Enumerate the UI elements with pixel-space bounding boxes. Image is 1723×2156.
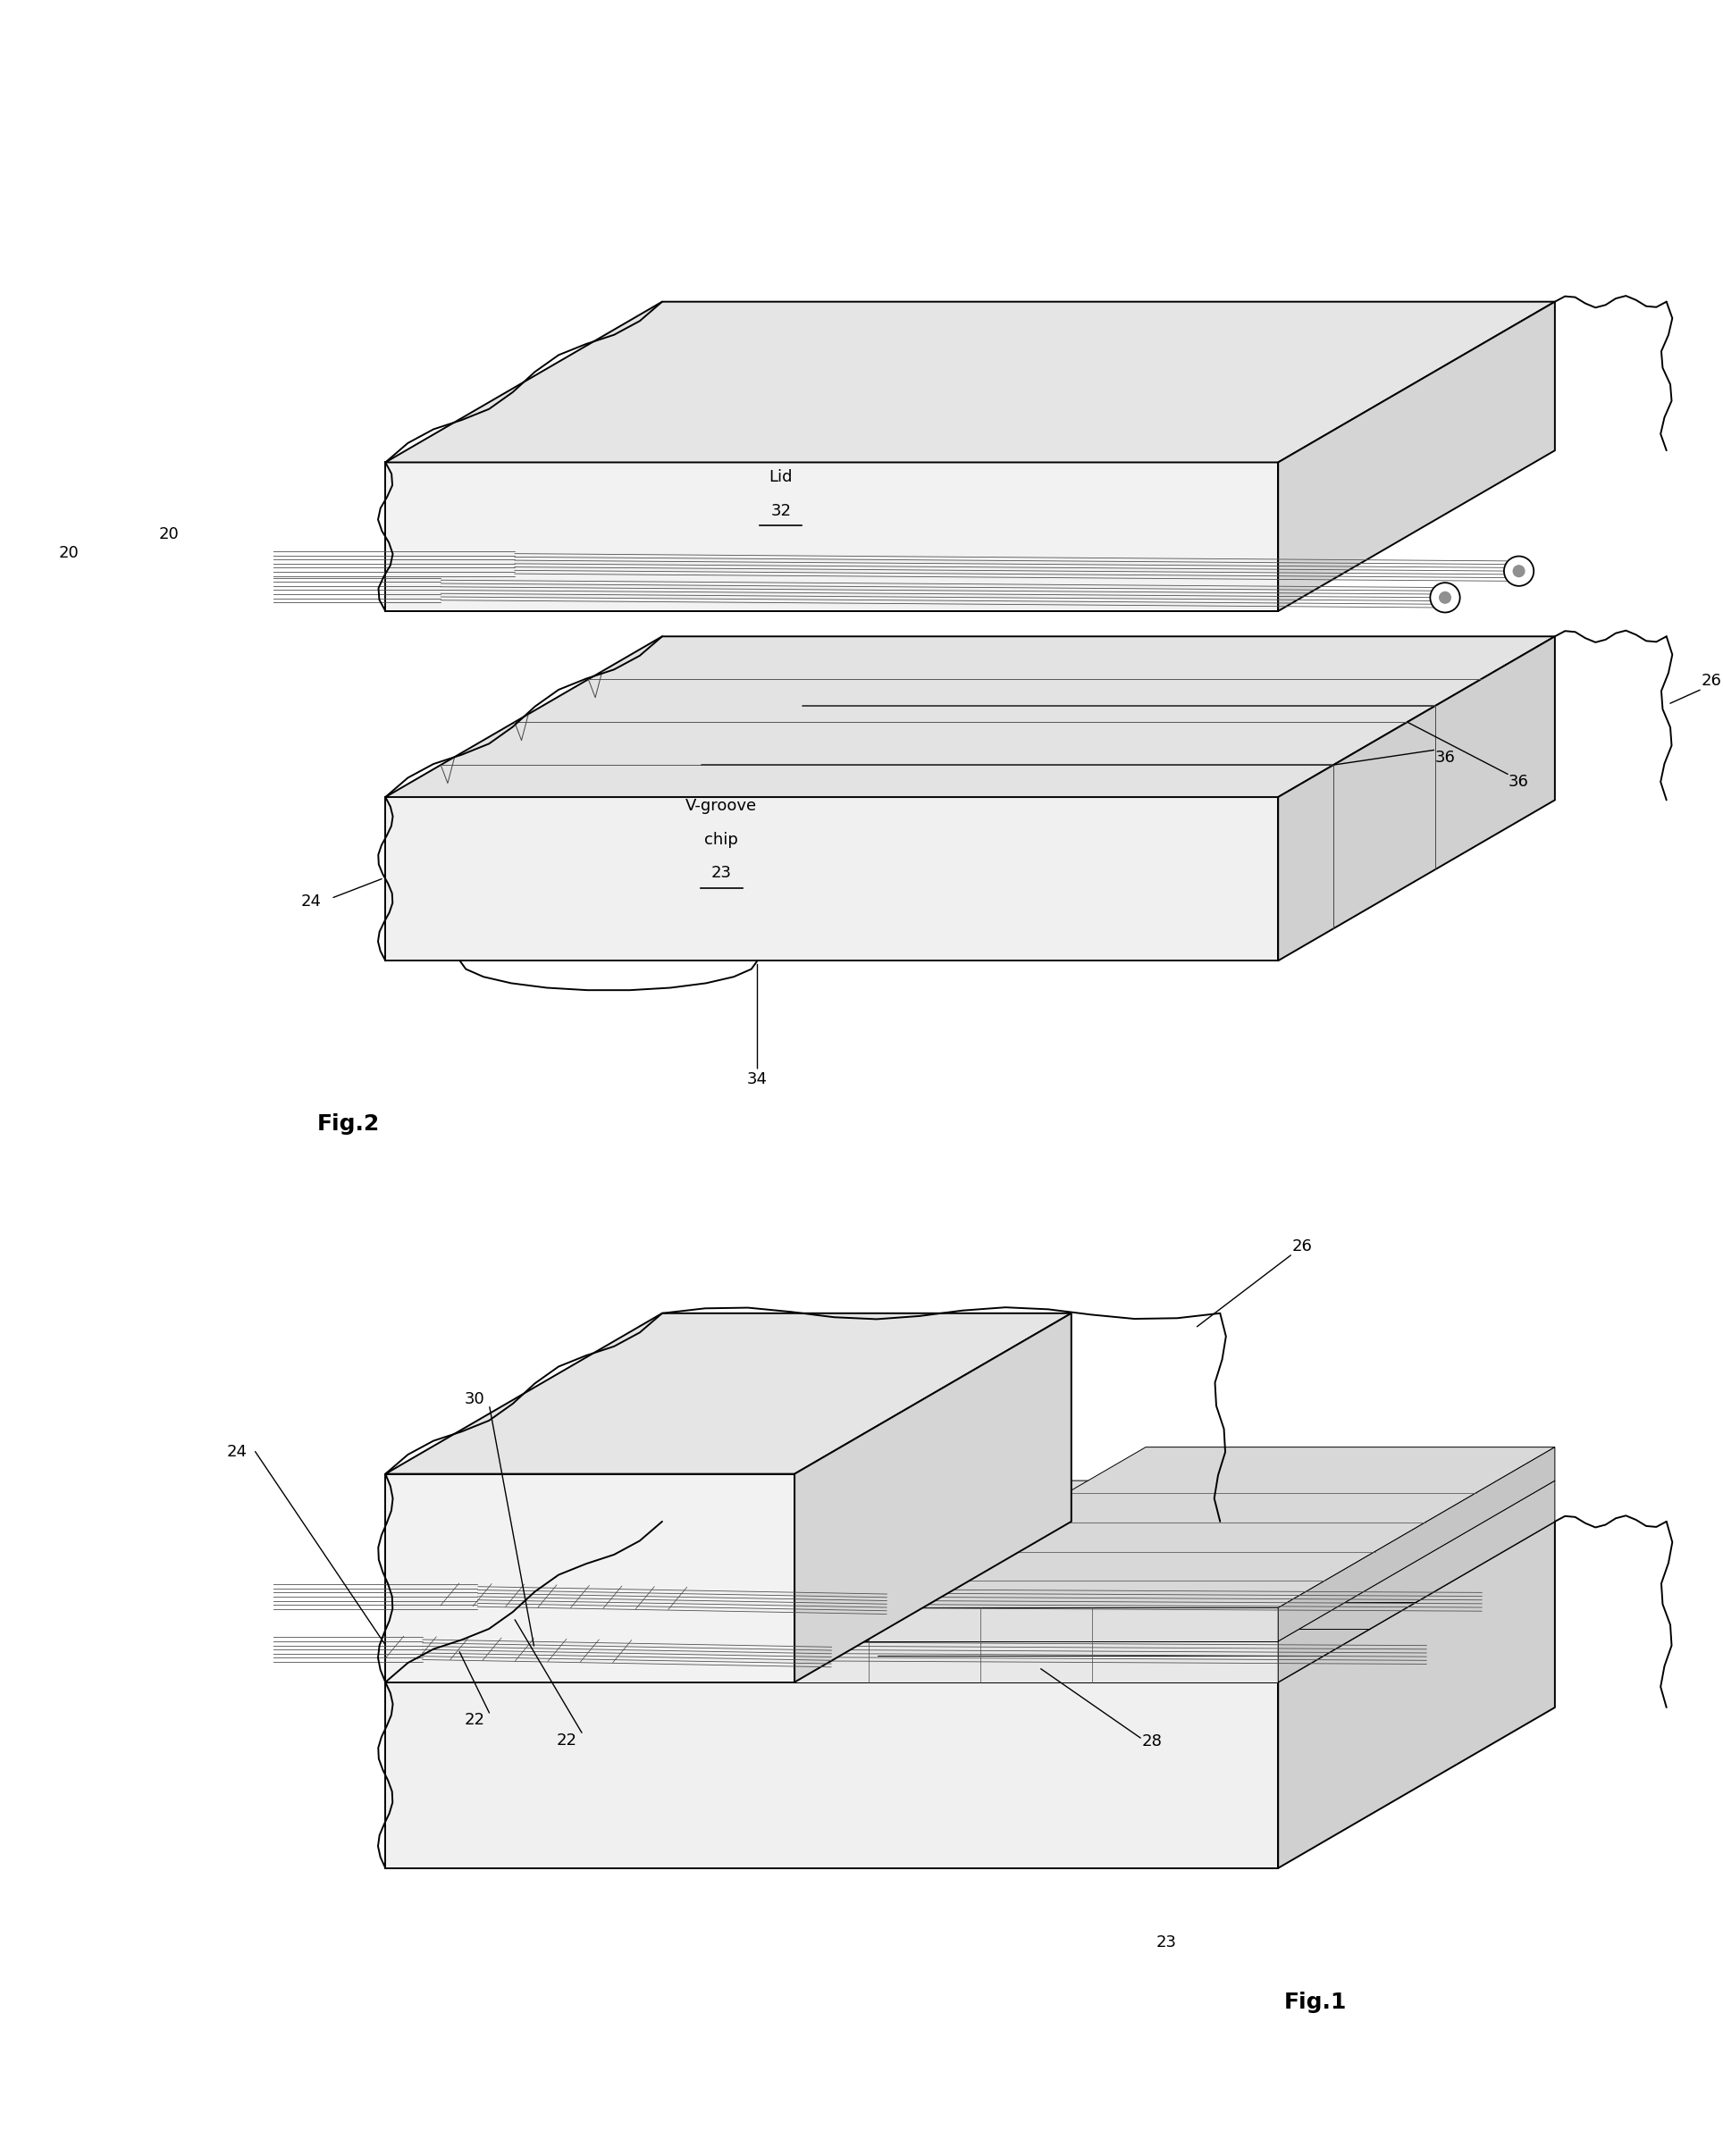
Polygon shape <box>386 1475 794 1682</box>
Circle shape <box>64 1591 74 1602</box>
Polygon shape <box>386 1682 1278 1867</box>
Text: Fig.1: Fig.1 <box>1284 1992 1347 2014</box>
Text: 28: 28 <box>1141 1733 1161 1751</box>
Polygon shape <box>386 636 1554 798</box>
Text: 34: 34 <box>748 1072 768 1089</box>
Text: chip: chip <box>705 832 737 847</box>
Text: 36: 36 <box>1509 774 1528 789</box>
Circle shape <box>167 550 193 578</box>
Polygon shape <box>386 1313 1072 1475</box>
Polygon shape <box>868 1608 1278 1641</box>
Circle shape <box>93 578 119 604</box>
Circle shape <box>1439 593 1451 604</box>
Text: 22: 22 <box>463 1712 484 1729</box>
Circle shape <box>55 1583 83 1611</box>
Text: 24: 24 <box>226 1445 246 1460</box>
Text: 30: 30 <box>465 1391 484 1408</box>
Text: 20: 20 <box>59 545 79 561</box>
Polygon shape <box>794 1481 1554 1641</box>
Circle shape <box>1513 565 1525 578</box>
Text: 22: 22 <box>557 1731 577 1749</box>
Circle shape <box>102 584 110 595</box>
Text: 20: 20 <box>159 526 179 541</box>
Text: 32: 32 <box>770 502 791 520</box>
Polygon shape <box>1278 302 1554 610</box>
Circle shape <box>0 1636 28 1662</box>
Circle shape <box>1430 582 1459 612</box>
Polygon shape <box>794 1641 1278 1682</box>
Polygon shape <box>386 302 1554 461</box>
Polygon shape <box>1278 1481 1554 1682</box>
Polygon shape <box>1278 636 1554 962</box>
Text: Fig.2: Fig.2 <box>317 1115 379 1134</box>
Polygon shape <box>868 1447 1554 1608</box>
Circle shape <box>1504 556 1533 586</box>
Polygon shape <box>1278 1522 1554 1867</box>
Text: 23: 23 <box>1156 1934 1177 1951</box>
Text: 26: 26 <box>1292 1238 1313 1255</box>
Circle shape <box>9 1645 19 1656</box>
Text: Lid: Lid <box>768 470 793 485</box>
Circle shape <box>174 558 184 569</box>
Polygon shape <box>794 1313 1072 1682</box>
Text: 26: 26 <box>1701 673 1721 690</box>
Polygon shape <box>386 1522 1554 1682</box>
Text: 24: 24 <box>302 893 320 910</box>
Text: 23: 23 <box>712 865 732 882</box>
Text: 36: 36 <box>1435 750 1456 765</box>
Text: V-groove: V-groove <box>686 798 756 815</box>
Polygon shape <box>1278 1447 1554 1641</box>
Polygon shape <box>386 798 1278 962</box>
Polygon shape <box>386 461 1278 610</box>
